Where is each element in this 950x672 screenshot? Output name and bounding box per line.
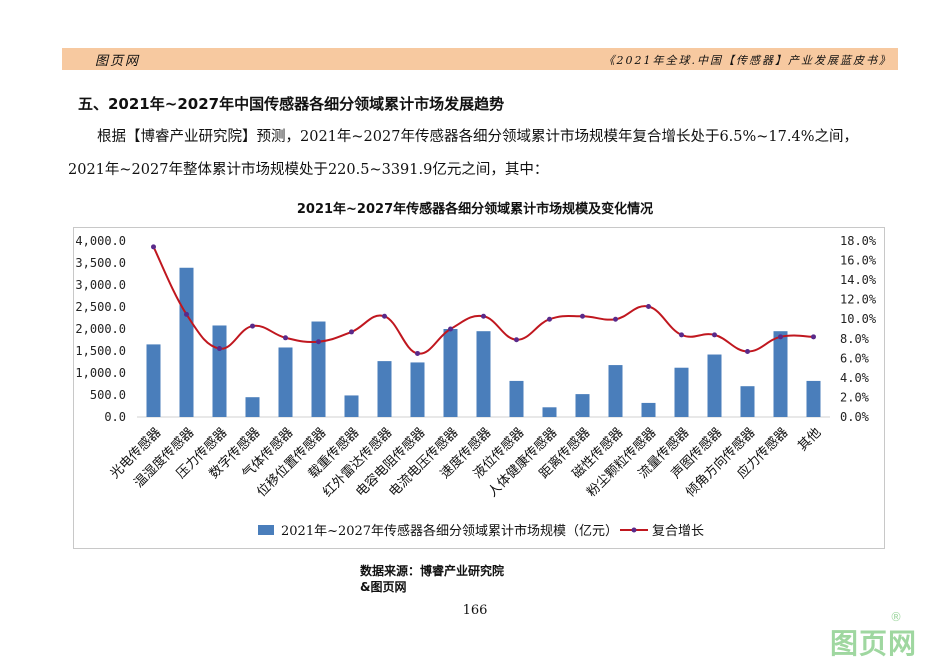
bar	[146, 344, 161, 417]
line-point	[316, 339, 321, 345]
legend: 2021年~2027年传感器各细分领域累计市场规模（亿元） 复合增长	[258, 523, 704, 539]
line-point	[811, 334, 816, 340]
line-point	[547, 316, 552, 322]
category-label: 其他	[795, 425, 824, 454]
bar	[278, 347, 293, 417]
left-tick-label: 1,000.0	[75, 366, 126, 380]
line-point	[745, 348, 750, 354]
line-point	[415, 350, 420, 356]
right-tick-label: 2.0%	[840, 390, 870, 404]
legend-line-marker	[631, 527, 637, 533]
right-tick-label: 8.0%	[840, 332, 870, 346]
bar	[179, 267, 194, 417]
right-tick-label: 6.0%	[840, 351, 870, 365]
chart-title: 2021年~2027年传感器各细分领域累计市场规模及变化情况	[296, 202, 654, 217]
right-tick-label: 12.0%	[840, 293, 877, 307]
left-tick-label: 2,500.0	[75, 300, 126, 314]
left-tick-label: 4,000.0	[75, 234, 126, 248]
left-tick-label: 500.0	[90, 388, 126, 402]
data-source: 数据来源：博睿产业研究院 &图页网	[360, 563, 504, 595]
source-line-1: 数据来源：博睿产业研究院	[360, 564, 505, 578]
line-point	[712, 332, 717, 338]
bar	[509, 380, 524, 417]
line-point	[283, 335, 288, 341]
right-tick-label: 4.0%	[840, 371, 870, 385]
line-point	[613, 316, 618, 322]
bar	[707, 354, 722, 417]
left-tick-label: 3,000.0	[75, 278, 126, 292]
left-axis-ticks: 0.0 500.0 1,000.0 1,500.0 2,000.0 2,500.0 3,00…	[75, 234, 126, 424]
left-tick-label: 0.0	[104, 410, 126, 424]
bar-series	[146, 267, 821, 417]
bar	[806, 380, 821, 417]
paragraph-line-2: 2021年~2027年整体累计市场规模处于220.5~3391.9亿元之间，其中…	[68, 162, 549, 178]
left-tick-label: 1,500.0	[75, 344, 126, 358]
bar	[344, 395, 359, 417]
bar	[740, 386, 755, 417]
line-point	[349, 329, 354, 335]
bar	[773, 331, 788, 417]
left-tick-label: 3,500.0	[75, 256, 126, 270]
source-line-2: &图页网	[360, 580, 407, 594]
bar	[674, 367, 689, 417]
bar	[608, 365, 623, 417]
bar	[476, 331, 491, 417]
line-point	[514, 337, 519, 343]
paragraph-line-1: 根据【博睿产业研究院】预测，2021年~2027年传感器各细分领域累计市场规模年…	[97, 129, 858, 145]
bar	[443, 329, 458, 417]
line-point	[151, 244, 156, 250]
line-point	[382, 313, 387, 319]
category-labels: 光电传感器温湿度传感器压力传感器数字传感器气体传感器位移位置传感器载重传感器红外…	[107, 425, 824, 501]
right-tick-label: 0.0%	[840, 410, 870, 424]
line-point	[184, 311, 189, 317]
line-point	[679, 332, 684, 338]
right-tick-label: 16.0%	[840, 254, 877, 268]
bar	[311, 321, 326, 417]
line-point	[217, 346, 222, 352]
header-right-text: 《2021年全球.中国【传感器】产业发展蓝皮书》	[603, 54, 892, 67]
right-tick-label: 14.0%	[840, 273, 877, 287]
chart-frame	[73, 227, 885, 549]
legend-bar-swatch	[258, 525, 274, 535]
left-tick-label: 2,000.0	[75, 322, 126, 336]
legend-bar-label: 2021年~2027年传感器各细分领域累计市场规模（亿元）	[281, 523, 618, 539]
bar	[410, 362, 425, 417]
header-left-text: 图页网	[95, 54, 141, 69]
section-title: 五、2021年~2027年中国传感器各细分领域累计市场发展趋势	[78, 95, 505, 113]
right-tick-label: 10.0%	[840, 312, 877, 326]
bar	[641, 402, 656, 417]
bar	[542, 407, 557, 417]
legend-line-label: 复合增长	[652, 524, 704, 539]
line-point	[448, 326, 453, 332]
watermark-logo: 图页网	[830, 627, 918, 660]
line-point	[646, 304, 651, 310]
line-point	[580, 313, 585, 319]
growth-markers	[151, 244, 816, 356]
page-number: 166	[462, 603, 488, 618]
right-axis-ticks: 0.0% 2.0% 4.0% 6.0% 8.0% 10.0% 12.0% 14.0% 16.0%…	[840, 234, 877, 424]
right-tick-label: 18.0%	[840, 234, 877, 248]
watermark-registered-mark: ®	[890, 610, 902, 624]
bar	[245, 397, 260, 417]
line-point	[778, 334, 783, 340]
header-band	[62, 48, 898, 70]
bar	[212, 325, 227, 417]
bar	[575, 394, 590, 417]
line-point	[250, 323, 255, 329]
line-point	[481, 313, 486, 319]
bar	[377, 361, 392, 417]
